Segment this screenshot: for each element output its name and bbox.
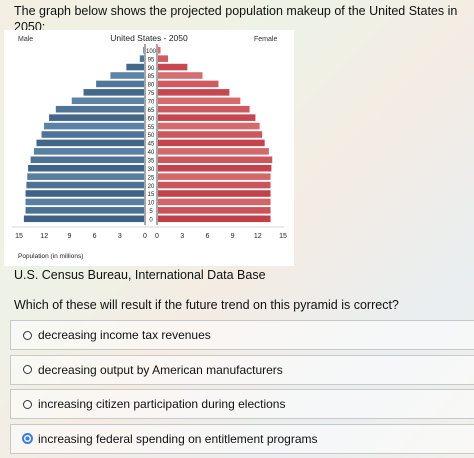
male-bar-age-95 bbox=[139, 55, 144, 62]
male-bar-age-55 bbox=[44, 122, 144, 130]
answer-choice-3[interactable]: increasing citizen participation during … bbox=[10, 389, 474, 419]
female-x-tick-label: 9 bbox=[231, 233, 235, 240]
male-bar-age-100 bbox=[143, 46, 144, 54]
age-tick-label: 55 bbox=[148, 125, 155, 131]
age-tick-label: 80 bbox=[148, 83, 155, 89]
male-bar-age-45 bbox=[36, 139, 145, 147]
female-bar-age-20 bbox=[158, 181, 271, 189]
male-bar-age-30 bbox=[28, 164, 144, 172]
female-bar-age-25 bbox=[158, 173, 271, 180]
female-x-tick-label: 15 bbox=[279, 233, 287, 240]
female-bar-age-45 bbox=[158, 139, 265, 147]
female-bar-age-55 bbox=[158, 122, 260, 130]
age-tick-label: 75 bbox=[148, 91, 155, 97]
female-bar-age-85 bbox=[158, 72, 203, 79]
male-x-tick-label: 15 bbox=[15, 233, 23, 240]
male-x-tick-label: 9 bbox=[67, 233, 71, 240]
female-bar-age-35 bbox=[158, 156, 273, 164]
age-tick-label: 70 bbox=[148, 99, 155, 105]
female-x-tick-label: 0 bbox=[155, 233, 159, 240]
male-bar-age-0 bbox=[23, 215, 145, 223]
male-bar-age-60 bbox=[49, 114, 144, 121]
answer-choice-label: decreasing income tax revenues bbox=[38, 328, 211, 342]
x-axis-label: Population (in millions) bbox=[18, 253, 83, 260]
male-bar-age-70 bbox=[71, 97, 144, 105]
male-bar-age-10 bbox=[25, 198, 145, 206]
age-tick-label: 25 bbox=[148, 175, 155, 181]
female-bar-age-0 bbox=[158, 215, 271, 223]
female-x-tick-label: 3 bbox=[180, 233, 184, 240]
age-tick-label: 30 bbox=[148, 167, 155, 173]
age-tick-label: 35 bbox=[148, 158, 155, 164]
female-bar-age-90 bbox=[158, 63, 188, 71]
answer-choices: decreasing income tax revenues decreasin… bbox=[10, 320, 474, 458]
age-tick-label: 50 bbox=[148, 133, 155, 139]
female-bar-age-5 bbox=[158, 207, 271, 214]
radio-button-icon[interactable] bbox=[23, 399, 32, 409]
age-tick-label: 40 bbox=[148, 150, 155, 156]
female-bar-age-60 bbox=[158, 114, 256, 121]
male-bar-age-5 bbox=[25, 207, 145, 214]
female-bar-age-30 bbox=[158, 164, 272, 172]
age-tick-label: 85 bbox=[148, 74, 155, 80]
male-bar-age-85 bbox=[110, 72, 144, 79]
female-bar-age-40 bbox=[158, 148, 269, 155]
age-tick-label: 5 bbox=[149, 209, 153, 215]
age-tick-label: 95 bbox=[148, 57, 155, 63]
female-bar-age-10 bbox=[158, 198, 271, 206]
chart-title: United States - 2050 bbox=[110, 33, 188, 43]
answer-choice-1[interactable]: decreasing income tax revenues bbox=[10, 320, 474, 350]
female-bar-age-50 bbox=[158, 131, 263, 138]
female-bar-age-80 bbox=[158, 80, 219, 88]
male-bar-age-90 bbox=[126, 63, 144, 71]
answer-choice-2[interactable]: decreasing output by American manufactur… bbox=[10, 354, 474, 385]
male-bar-age-25 bbox=[27, 173, 145, 180]
chart-background bbox=[4, 30, 294, 266]
female-bar-age-95 bbox=[158, 55, 169, 62]
age-tick-label: 65 bbox=[148, 108, 155, 114]
male-x-tick-label: 12 bbox=[40, 233, 48, 240]
female-x-tick-label: 12 bbox=[254, 233, 262, 240]
population-pyramid-svg: Male United States - 2050 Female 0 5 10 15 20 25… bbox=[4, 30, 294, 266]
age-tick-label: 0 bbox=[149, 217, 153, 223]
male-bar-age-80 bbox=[96, 80, 144, 88]
male-bar-age-20 bbox=[26, 181, 144, 189]
female-x-tick-label: 6 bbox=[205, 233, 209, 240]
male-bar-age-35 bbox=[30, 156, 145, 164]
female-bar-age-100 bbox=[158, 46, 161, 54]
radio-button-icon[interactable] bbox=[22, 433, 33, 444]
male-bar-age-50 bbox=[41, 131, 144, 138]
age-tick-label: 45 bbox=[148, 142, 155, 148]
radio-button-icon[interactable] bbox=[23, 365, 32, 374]
male-x-tick-label: 6 bbox=[93, 233, 97, 240]
age-tick-label: 100 bbox=[146, 49, 157, 55]
male-bar-age-40 bbox=[33, 148, 144, 155]
female-bar-age-65 bbox=[158, 105, 250, 113]
age-tick-label: 10 bbox=[148, 201, 155, 207]
female-bar-age-70 bbox=[158, 97, 241, 105]
male-x-tick-label: 0 bbox=[143, 233, 147, 240]
male-bar-age-65 bbox=[55, 105, 144, 113]
answer-choice-label: increasing citizen participation during … bbox=[38, 397, 286, 411]
radio-button-icon[interactable] bbox=[23, 330, 32, 340]
population-pyramid-chart: Male United States - 2050 Female 0 5 10 15 20 25… bbox=[4, 30, 294, 266]
right-series-label: Female bbox=[254, 36, 277, 43]
age-tick-label: 60 bbox=[148, 116, 155, 122]
answer-choice-label: increasing federal spending on entitleme… bbox=[38, 431, 318, 446]
question-prompt: Which of these will result if the future… bbox=[14, 298, 399, 312]
answer-choice-4[interactable]: increasing federal spending on entitleme… bbox=[10, 423, 474, 454]
chart-source: U.S. Census Bureau, International Data B… bbox=[14, 268, 266, 282]
male-bar-age-75 bbox=[83, 89, 144, 96]
answer-choice-label: decreasing output by American manufactur… bbox=[38, 362, 283, 377]
male-bar-age-15 bbox=[25, 190, 145, 197]
female-bar-age-75 bbox=[158, 89, 230, 96]
female-bar-age-15 bbox=[158, 190, 271, 197]
age-tick-label: 15 bbox=[148, 192, 155, 198]
left-series-label: Male bbox=[18, 36, 33, 43]
age-tick-label: 90 bbox=[148, 66, 155, 72]
age-tick-label: 20 bbox=[148, 184, 155, 190]
male-x-tick-label: 3 bbox=[118, 233, 122, 240]
